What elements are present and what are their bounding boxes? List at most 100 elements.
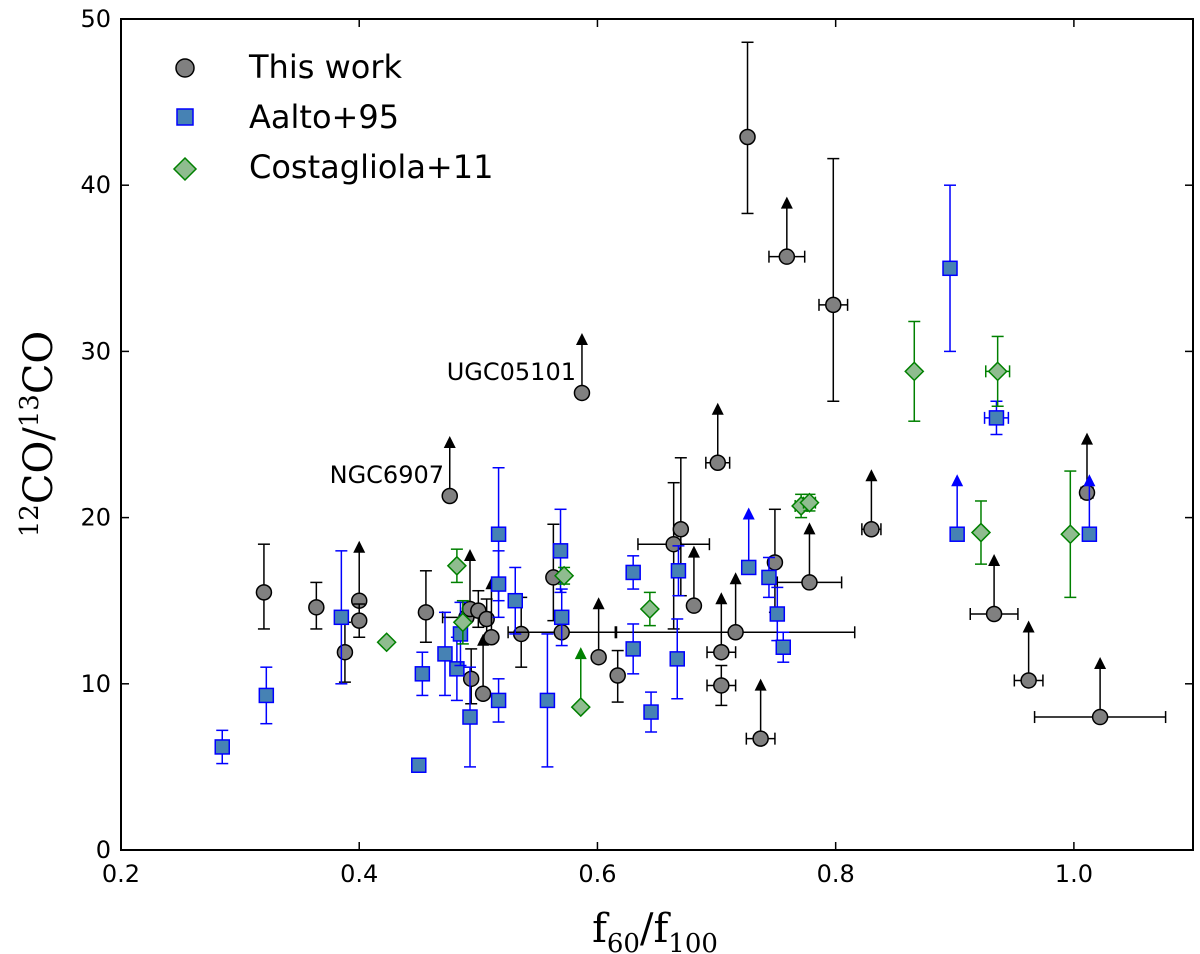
data-point (740, 559, 757, 576)
annotation-ngc6907: NGC6907 (330, 461, 444, 489)
data-point (308, 599, 325, 616)
lower-limit-arrow (803, 522, 816, 535)
data-point (1081, 526, 1098, 542)
data-point (709, 454, 726, 472)
data-point (417, 604, 435, 621)
lower-limit-arrow (711, 402, 724, 415)
x-tick-label: 0.6 (578, 860, 616, 888)
data-point (441, 487, 458, 505)
data-point (1060, 524, 1081, 545)
data-point (462, 709, 478, 725)
x-tick-label: 1.0 (1055, 860, 1093, 888)
data-point (414, 666, 431, 682)
data-point (376, 632, 397, 653)
data-point (672, 520, 690, 538)
y-tick-label: 10 (80, 670, 111, 698)
legend-label-this-work: This work (248, 48, 402, 86)
data-point (333, 609, 350, 626)
data-point (490, 576, 507, 592)
data-point (474, 685, 492, 703)
data-point (1020, 672, 1037, 689)
lower-limit-arrow (988, 553, 1001, 566)
lower-limit-arrow (1094, 657, 1107, 670)
legend-marker-costa (172, 156, 198, 182)
data-point (590, 648, 607, 666)
axis-ticks: 0.2 0.4 0.6 0.8 1.0 0 10 20 30 40 50 (80, 5, 1193, 888)
legend-marker-aalto (176, 108, 194, 126)
lower-limit-arrow (443, 435, 456, 448)
data-point (483, 629, 500, 646)
x-axis-label: f60/f100 (592, 906, 718, 954)
data-point (949, 526, 965, 542)
lower-limit-arrow (1022, 620, 1035, 633)
y-axis-label: 12CO/13CO (15, 331, 62, 537)
data-point (258, 687, 275, 704)
data-point (987, 361, 1008, 382)
data-point (713, 643, 730, 661)
data-point (904, 361, 925, 382)
data-point (452, 612, 473, 633)
data-point (490, 526, 507, 542)
data-point (336, 643, 354, 661)
lower-limit-arrow (574, 647, 587, 660)
data-point (669, 651, 685, 667)
y-tick-label: 0 (96, 836, 111, 864)
lower-limit-arrow (729, 572, 742, 585)
data-point (1078, 484, 1096, 501)
data-point (761, 569, 777, 586)
data-point (478, 610, 495, 628)
series-aalto (214, 184, 1098, 773)
data-point (825, 296, 842, 314)
series-this-work (255, 41, 1167, 747)
data-point (570, 697, 591, 718)
lower-limit-arrow (687, 545, 700, 558)
lower-limit-arrow (1080, 432, 1093, 445)
data-point (462, 670, 480, 688)
data-point (727, 624, 744, 641)
data-point (507, 592, 524, 609)
lower-limit-arrow (575, 332, 588, 345)
data-point (609, 667, 626, 684)
data-point (985, 605, 1003, 623)
data-point (411, 757, 427, 773)
data-point (639, 598, 660, 620)
x-tick-label: 0.4 (340, 860, 378, 888)
lower-limit-arrow (780, 196, 793, 209)
chart-marks (214, 41, 1167, 773)
plot-frame (120, 18, 1194, 851)
data-point (437, 646, 453, 662)
lower-limit-arrow (353, 540, 366, 553)
legend-marker-this-work (175, 58, 195, 78)
y-tick-label: 40 (80, 171, 111, 199)
lower-limit-arrow (754, 678, 767, 691)
data-point (1091, 708, 1109, 726)
data-point (490, 692, 507, 709)
data-point (446, 555, 467, 576)
data-point (350, 612, 368, 629)
y-tick-label: 30 (80, 337, 111, 365)
data-point (539, 692, 556, 709)
data-point (670, 563, 687, 579)
legend: This work Aalto+95 Costagliola+11 (172, 48, 493, 186)
data-point (801, 574, 818, 591)
data-point (863, 520, 880, 538)
data-point (625, 564, 641, 581)
data-point (752, 730, 769, 747)
annotation-ugc05101: UGC05101 (447, 358, 576, 386)
data-point (799, 492, 820, 513)
data-point (713, 677, 730, 694)
data-point (988, 410, 1005, 426)
legend-label-aalto: Aalto+95 (249, 98, 399, 136)
x-tick-label: 0.2 (102, 860, 140, 888)
data-point (942, 260, 958, 277)
series-costa (376, 320, 1081, 718)
data-point (685, 597, 703, 614)
data-point (553, 609, 570, 626)
lower-limit-arrow (742, 507, 755, 520)
y-tick-label: 20 (80, 504, 111, 532)
data-point (643, 704, 659, 720)
data-point (552, 543, 569, 559)
lower-limit-arrow (951, 474, 964, 487)
data-point (739, 128, 756, 146)
lower-limit-arrow (592, 597, 605, 610)
